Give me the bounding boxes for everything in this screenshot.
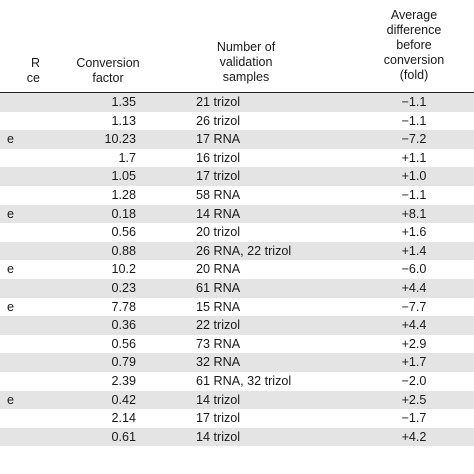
cell-average-difference: −7.7 — [401, 299, 427, 314]
header-average-difference-line: before — [396, 38, 432, 52]
cell-conversion-factor: 0.36 — [111, 318, 136, 333]
cell-validation-samples: 20 trizol — [196, 225, 241, 240]
cell-conversion-factor: 1.35 — [111, 95, 136, 109]
header-average-difference-line: (fold) — [399, 68, 429, 82]
cell-conversion-factor: 0.18 — [111, 206, 136, 221]
header-validation-samples-line: Number of — [216, 40, 276, 54]
table-row: 0.23 61 RNA +4.4 — [0, 279, 474, 298]
cell-average-difference: −1.7 — [401, 411, 427, 426]
cell-average-difference: +1.4 — [401, 243, 427, 258]
cell-average-difference: +4.4 — [401, 318, 427, 333]
header-divider — [0, 92, 474, 93]
header-validation-samples-line: validation — [219, 55, 273, 69]
cell-conversion-factor: 10.2 — [111, 262, 136, 277]
table-row: 0.79 32 RNA +1.7 — [0, 353, 474, 372]
cell-validation-samples: 15 RNA — [196, 299, 241, 314]
cell-conversion-factor: 0.56 — [111, 336, 136, 351]
cell-average-difference: +8.1 — [401, 206, 427, 221]
table-row: 0.56 73 RNA +2.9 — [0, 335, 474, 354]
table-row: e 10.23 17 RNA −7.2 — [0, 130, 474, 149]
cell-validation-samples: 61 RNA, 32 trizol — [196, 374, 292, 388]
cell-average-difference: +2.9 — [401, 336, 427, 351]
header-conversion-factor-line: Conversion — [76, 56, 140, 70]
cell-average-difference: −7.2 — [401, 132, 427, 147]
table-row: 0.88 26 RNA, 22 trizol +1.4 — [0, 241, 474, 261]
cell-row-label-partial: e — [6, 392, 14, 407]
cell-validation-samples: 61 RNA — [196, 281, 241, 295]
cell-validation-samples: 22 trizol — [196, 318, 241, 333]
header-validation-samples: Number of validation samples — [196, 40, 296, 85]
cell-conversion-factor: 0.23 — [111, 281, 136, 295]
cell-validation-samples: 14 trizol — [196, 429, 241, 444]
cell-average-difference: +1.6 — [401, 225, 427, 240]
cell-validation-samples: 16 trizol — [196, 150, 241, 165]
cell-conversion-factor: 0.56 — [111, 225, 136, 240]
header-conversion-factor-line: factor — [92, 71, 124, 85]
cell-validation-samples: 21 trizol — [196, 95, 241, 109]
cell-average-difference: +2.5 — [401, 392, 427, 407]
cell-average-difference: −2.0 — [401, 374, 427, 388]
cell-validation-samples: 58 RNA — [196, 188, 241, 202]
cell-average-difference: −1.1 — [401, 95, 427, 109]
cell-conversion-factor: 2.14 — [111, 411, 136, 426]
cell-validation-samples: 73 RNA — [196, 336, 241, 351]
header-conversion-factor: Conversion factor — [60, 56, 156, 86]
cell-validation-samples: 14 trizol — [196, 392, 241, 407]
header-average-difference-line: conversion — [383, 53, 445, 67]
table-row: 1.05 17 trizol +1.0 — [0, 167, 474, 186]
table-row: 2.39 61 RNA, 32 trizol −2.0 — [0, 372, 474, 391]
cell-average-difference: +4.2 — [401, 429, 427, 444]
cell-average-difference: +1.7 — [401, 355, 427, 370]
cell-average-difference: +1.1 — [401, 150, 427, 165]
cell-validation-samples: 20 RNA — [196, 262, 241, 277]
cell-validation-samples: 17 RNA — [196, 132, 241, 147]
cell-validation-samples: 14 RNA — [196, 206, 241, 221]
cell-validation-samples: 32 RNA — [196, 355, 241, 370]
table-row: 1.35 21 trizol −1.1 — [0, 93, 474, 112]
cell-average-difference: −6.0 — [401, 262, 427, 277]
header-average-difference-line: Average — [390, 8, 438, 22]
cell-row-label-partial: e — [6, 132, 14, 147]
header-col0-line: ce — [26, 71, 40, 85]
cell-conversion-factor: 7.78 — [111, 299, 136, 314]
cell-conversion-factor: 2.39 — [111, 374, 136, 388]
cell-conversion-factor: 0.79 — [111, 355, 136, 370]
cell-conversion-factor: 1.05 — [111, 169, 136, 184]
cell-conversion-factor: 1.13 — [111, 113, 136, 128]
cell-conversion-factor: 0.42 — [111, 392, 136, 407]
cell-validation-samples: 26 trizol — [196, 113, 241, 128]
table-row: e 7.78 15 RNA −7.7 — [0, 298, 474, 317]
table-row: 0.36 22 trizol +4.4 — [0, 316, 474, 335]
cell-conversion-factor: 0.88 — [111, 243, 136, 258]
cell-validation-samples: 17 trizol — [196, 169, 241, 184]
cell-conversion-factor: 1.28 — [111, 188, 136, 202]
table-row: 1.7 16 trizol +1.1 — [0, 149, 474, 168]
table-row: e 10.2 20 RNA −6.0 — [0, 260, 474, 279]
table-row: 0.61 14 trizol +4.2 — [0, 427, 474, 447]
table-row: 1.28 58 RNA −1.1 — [0, 186, 474, 205]
cell-conversion-factor: 1.7 — [118, 150, 136, 165]
cell-average-difference: +1.0 — [401, 169, 427, 184]
table-row: 1.13 26 trizol −1.1 — [0, 112, 474, 131]
cell-average-difference: −1.1 — [401, 188, 427, 202]
header-average-difference-line: difference — [386, 23, 442, 37]
header-average-difference: Average difference before conversion (fo… — [354, 8, 474, 83]
table-row: 2.14 17 trizol −1.7 — [0, 409, 474, 428]
cell-average-difference: −1.1 — [401, 113, 427, 128]
cell-validation-samples: 26 RNA, 22 trizol — [196, 243, 292, 258]
cell-conversion-factor: 0.61 — [111, 429, 136, 444]
cell-average-difference: +4.4 — [401, 281, 427, 295]
header-col0-partial: R ce — [0, 56, 40, 86]
cell-validation-samples: 17 trizol — [196, 411, 241, 426]
cell-conversion-factor: 10.23 — [104, 132, 136, 147]
table-row: e 0.42 14 trizol +2.5 — [0, 390, 474, 410]
header-validation-samples-line: samples — [222, 70, 270, 84]
cell-row-label-partial: e — [6, 262, 14, 277]
table-row: 0.56 20 trizol +1.6 — [0, 223, 474, 242]
header-col0-line: R — [30, 56, 40, 70]
cell-row-label-partial: e — [6, 206, 14, 221]
cell-row-label-partial: e — [6, 299, 14, 314]
table-row: e 0.18 14 RNA +8.1 — [0, 204, 474, 224]
